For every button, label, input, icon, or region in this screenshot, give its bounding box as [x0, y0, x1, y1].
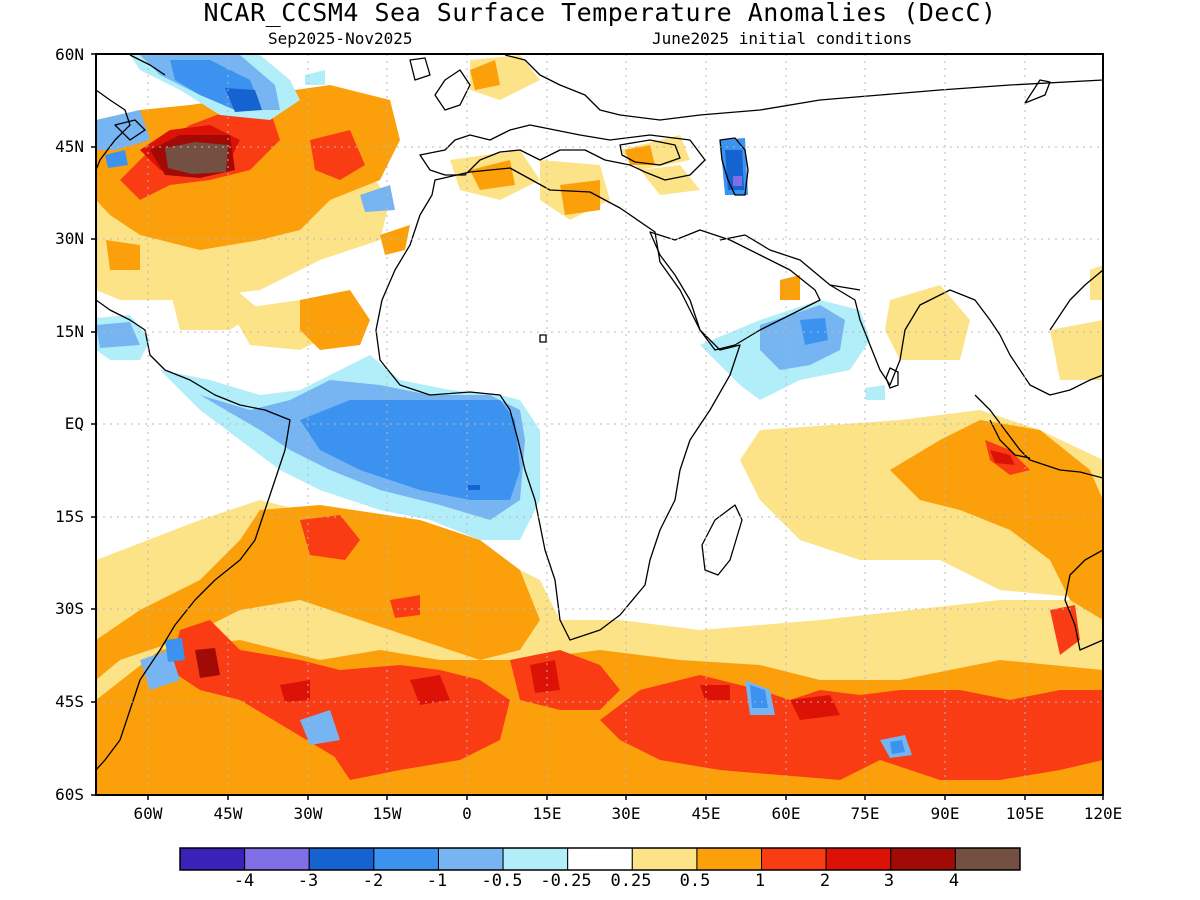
lat-label-45n: 45N [55, 137, 84, 156]
lat-label-15n: 15N [55, 322, 84, 341]
colorbar-cell [373, 847, 439, 871]
colorbar-cell [890, 847, 956, 871]
lon-label-30e: 30E [611, 804, 641, 823]
lon-label-15w: 15W [372, 804, 402, 823]
colorbar-cell [244, 847, 310, 871]
colorbar-label: 4 [948, 871, 960, 891]
colorbar-cell [179, 847, 246, 871]
colorbar-label: 3 [883, 871, 895, 891]
tick-marks [91, 53, 1104, 800]
colorbar-cell [437, 847, 504, 871]
lat-label-45s: 45S [55, 692, 84, 711]
colorbar-cell [825, 847, 892, 871]
colorbar-label: 0.25 [610, 871, 652, 891]
colorbar-cell [502, 847, 569, 871]
colorbar-label: 0.5 [679, 871, 711, 891]
colorbar-label: -2 [362, 871, 384, 891]
colorbar-label: -4 [233, 871, 255, 891]
forecast-period: Sep2025-Nov2025 [268, 29, 413, 48]
lon-label-105e: 105E [1005, 804, 1045, 823]
colorbar-cell [696, 847, 763, 871]
coastlines [96, 54, 1103, 771]
graticule [96, 54, 1103, 795]
lon-label-75e: 75E [850, 804, 880, 823]
colorbar-frame [179, 847, 1021, 871]
lon-label-15e: 15E [532, 804, 562, 823]
colorbar-label: -0.5 [481, 871, 523, 891]
lat-label-60s: 60S [55, 785, 84, 804]
lon-label-90e: 90E [930, 804, 960, 823]
lat-label-15s: 15S [55, 507, 84, 526]
lat-label-eq: EQ [64, 414, 84, 433]
colorbar-cell [761, 847, 827, 871]
lon-label-45e: 45E [691, 804, 721, 823]
lon-label-60e: 60E [771, 804, 801, 823]
colorbar-cell [631, 847, 698, 871]
lon-label-120e: 120E [1083, 804, 1123, 823]
lon-label-30w: 30W [293, 804, 323, 823]
colorbar-cell [954, 847, 1021, 871]
colorbar-label: -1 [426, 871, 448, 891]
map-title: NCAR_CCSM4 Sea Surface Temperature Anoma… [203, 0, 997, 27]
lon-label-0: 0 [462, 804, 472, 823]
lat-label-30s: 30S [55, 599, 84, 618]
initial-conditions: June2025 initial conditions [652, 29, 913, 48]
colorbar-label: 2 [819, 871, 831, 891]
colorbar-cell [308, 847, 375, 871]
colorbar-label: -0.25 [540, 871, 592, 891]
lon-label-60w: 60W [133, 804, 163, 823]
lat-label-30n: 30N [55, 229, 84, 248]
colorbar-label: 1 [754, 871, 766, 891]
lat-label-60n: 60N [55, 45, 84, 64]
colorbar-label: -3 [297, 871, 319, 891]
lon-label-45w: 45W [213, 804, 243, 823]
colorbar-cell [567, 847, 633, 871]
